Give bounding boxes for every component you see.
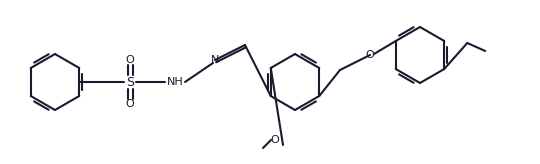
Text: N: N: [211, 55, 219, 65]
Text: O: O: [126, 99, 134, 109]
Text: NH: NH: [167, 77, 184, 87]
Text: O: O: [126, 55, 134, 65]
Text: S: S: [126, 75, 134, 89]
Text: O: O: [271, 135, 279, 145]
Text: O: O: [366, 50, 374, 60]
